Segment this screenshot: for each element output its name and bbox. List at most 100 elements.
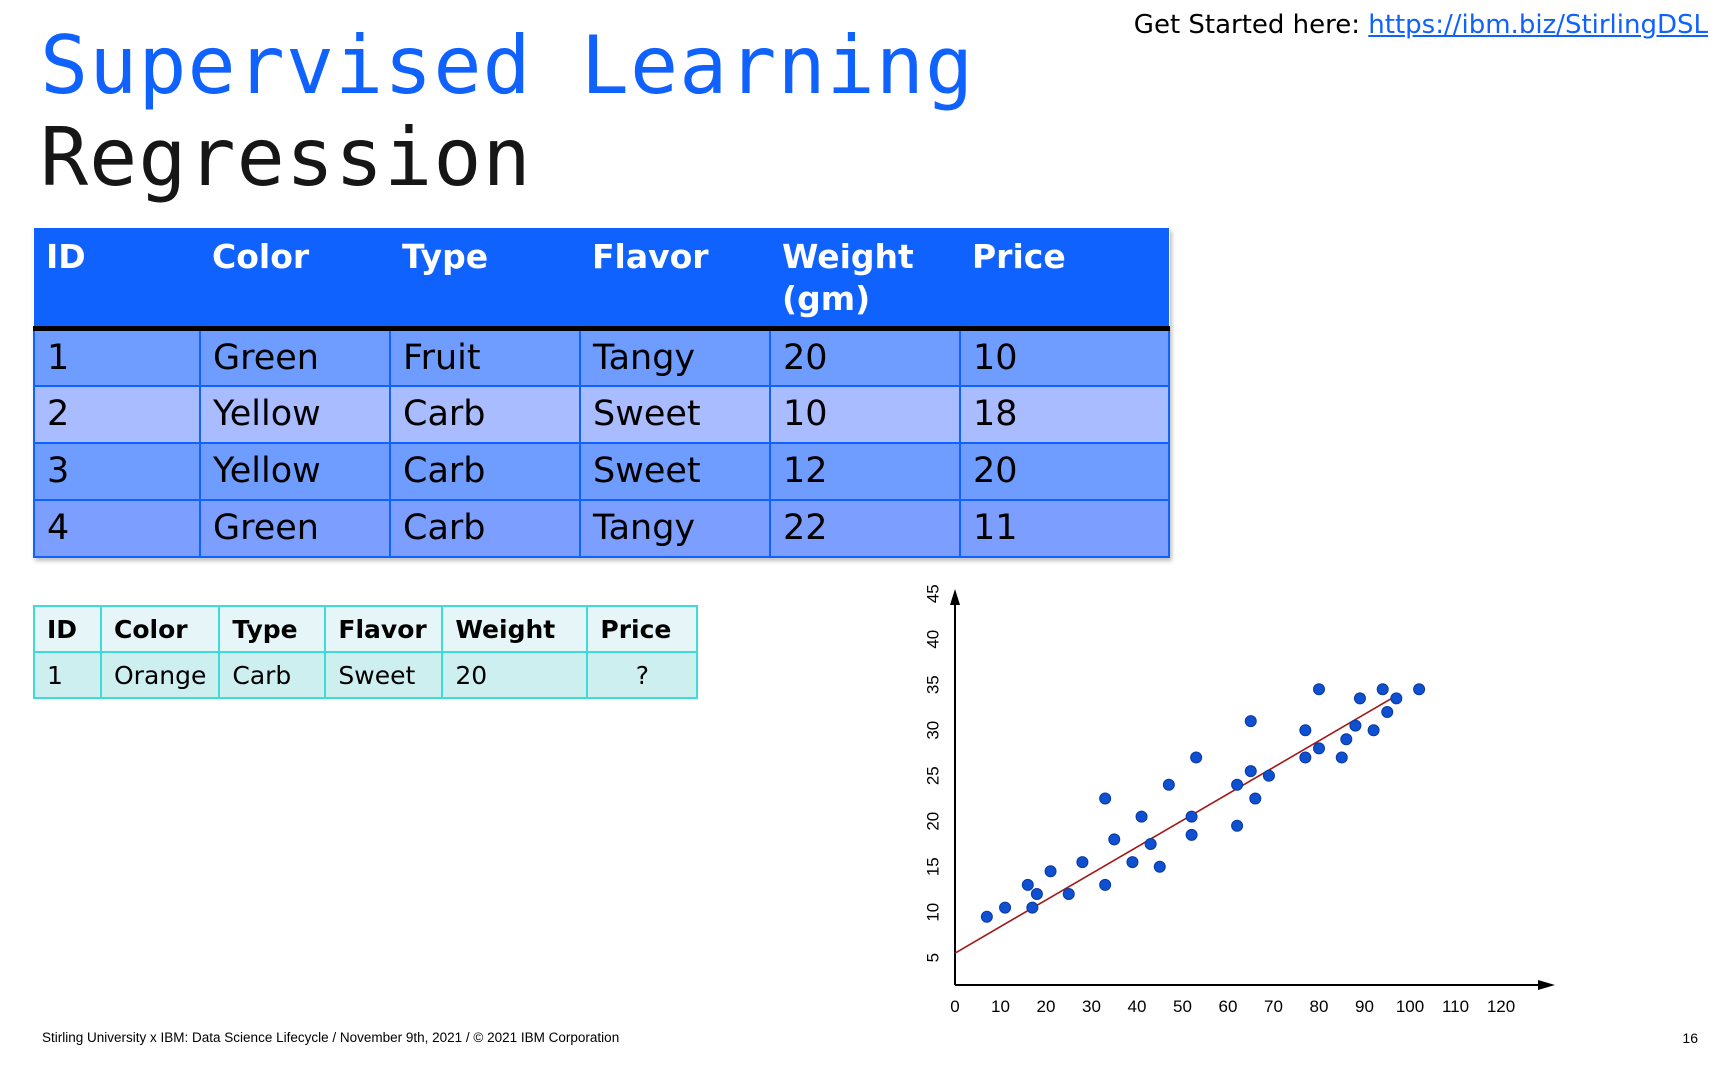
data-point: [1185, 828, 1198, 841]
x-tick-label: 120: [1487, 997, 1515, 1016]
x-tick-label: 100: [1396, 997, 1424, 1016]
cell-id: 2: [33, 384, 201, 444]
cell-price: 18: [959, 384, 1170, 444]
query-cell-flavor: Sweet: [324, 651, 444, 699]
cell-weight: 22: [769, 498, 961, 558]
data-point: [1381, 706, 1394, 718]
header-weight: Weight (gm): [770, 228, 960, 331]
query-cell-id: 1: [33, 651, 102, 699]
cell-color: Green: [199, 327, 391, 387]
cell-weight: 20: [769, 327, 961, 387]
slide-title: Supervised Learning: [40, 19, 975, 112]
cell-weight: 10: [769, 384, 961, 444]
get-started-note: Get Started here: https://ibm.biz/Stirli…: [1134, 10, 1708, 40]
data-point: [1367, 724, 1380, 737]
data-point: [1126, 856, 1139, 869]
data-point: [1153, 860, 1166, 873]
cell-flavor: Tangy: [579, 327, 771, 387]
get-started-label: Get Started here:: [1133, 10, 1361, 40]
cell-type: Carb: [389, 384, 581, 444]
query-cell-price: ?: [586, 651, 699, 699]
x-tick-label: 50: [1173, 997, 1192, 1016]
x-tick-label: 0: [950, 997, 959, 1016]
data-point: [1185, 810, 1198, 823]
query-header-id: ID: [33, 605, 102, 653]
x-tick-label: 10: [991, 997, 1010, 1016]
cell-type: Carb: [389, 441, 581, 501]
header-type: Type: [390, 228, 580, 331]
cell-color: Yellow: [199, 441, 391, 501]
data-point: [1335, 751, 1348, 764]
x-tick-label: 20: [1037, 997, 1056, 1016]
table-row: 4 Green Carb Tangy 22 11: [33, 498, 1170, 558]
slide-subtitle: Regression: [40, 111, 532, 204]
data-point: [1190, 751, 1203, 764]
data-point: [1076, 856, 1089, 869]
data-point: [1353, 692, 1366, 705]
y-tick-label: 40: [923, 630, 942, 649]
data-point: [1413, 683, 1426, 696]
cell-color: Yellow: [199, 384, 391, 444]
get-started-link[interactable]: https://ibm.biz/StirlingDSL: [1368, 10, 1708, 40]
cell-flavor: Tangy: [579, 498, 771, 558]
data-point: [1231, 778, 1244, 791]
data-point: [1108, 833, 1121, 846]
data-point: [1244, 765, 1257, 778]
header-id: ID: [34, 228, 200, 331]
data-point: [1299, 724, 1312, 737]
y-tick-label: 15: [923, 857, 942, 876]
data-point: [1349, 719, 1362, 732]
data-point: [1099, 792, 1112, 805]
data-point: [1313, 683, 1325, 696]
cell-id: 4: [33, 498, 201, 558]
data-point: [1062, 888, 1075, 900]
regression-line-group: [954, 697, 1393, 954]
cell-price: 20: [959, 441, 1170, 501]
x-tick-label: 80: [1310, 997, 1329, 1016]
header-color: Color: [200, 228, 390, 331]
data-point: [1340, 733, 1353, 746]
data-point: [1262, 769, 1275, 782]
data-point: [1231, 819, 1244, 832]
x-tick-label: 110: [1442, 997, 1469, 1016]
data-point: [1026, 901, 1039, 914]
cell-price: 11: [959, 498, 1170, 558]
y-tick-labels: 5 10 15 20 25 30 35 40 45: [923, 585, 942, 962]
data-point: [1299, 751, 1312, 764]
y-axis-arrow: [950, 589, 960, 605]
query-header-type: Type: [218, 605, 327, 653]
cell-type: Fruit: [389, 327, 581, 387]
data-point: [1044, 865, 1057, 878]
query-table: ID Color Type Flavor Weight Price 1 Oran…: [33, 605, 699, 699]
data-point: [1099, 878, 1112, 891]
data-point: [1135, 810, 1148, 823]
query-header-price: Price: [586, 605, 699, 653]
query-header-flavor: Flavor: [324, 605, 444, 653]
footer-text: Stirling University x IBM: Data Science …: [42, 1030, 620, 1045]
cell-color: Green: [199, 498, 391, 558]
x-tick-label: 90: [1355, 997, 1374, 1016]
cell-weight: 12: [769, 441, 961, 501]
x-tick-label: 60: [1219, 997, 1238, 1016]
x-tick-labels: 0 10 20 30 40 50 60 70 80 90 100 110 120: [950, 997, 1515, 1016]
scatter-chart: 5 10 15 20 25 30 35 40 45 0 10 20 30 40 50 60 70 80 90 100…: [923, 585, 1555, 1016]
query-cell-type: Carb: [218, 651, 327, 699]
data-point: [999, 901, 1012, 914]
table-row: 2 Yellow Carb Sweet 10 18: [33, 384, 1170, 444]
query-cell-weight: 20: [441, 651, 589, 699]
y-tick-label: 30: [923, 721, 942, 740]
y-tick-label: 45: [923, 585, 942, 603]
query-header-weight: Weight: [441, 605, 589, 653]
cell-flavor: Sweet: [579, 441, 771, 501]
query-header-row: ID Color Type Flavor Weight Price: [33, 605, 699, 653]
data-point: [1144, 837, 1157, 850]
cell-type: Carb: [389, 498, 581, 558]
table-header-row: ID Color Type Flavor Weight (gm) Price: [34, 228, 1169, 331]
chart-axes: [950, 589, 1555, 990]
y-tick-label: 10: [923, 903, 942, 922]
data-point: [1376, 683, 1389, 696]
data-point: [1021, 878, 1034, 891]
table-row: 3 Yellow Carb Sweet 12 20: [33, 441, 1170, 501]
y-tick-label: 25: [923, 766, 942, 785]
data-point: [1390, 692, 1403, 705]
